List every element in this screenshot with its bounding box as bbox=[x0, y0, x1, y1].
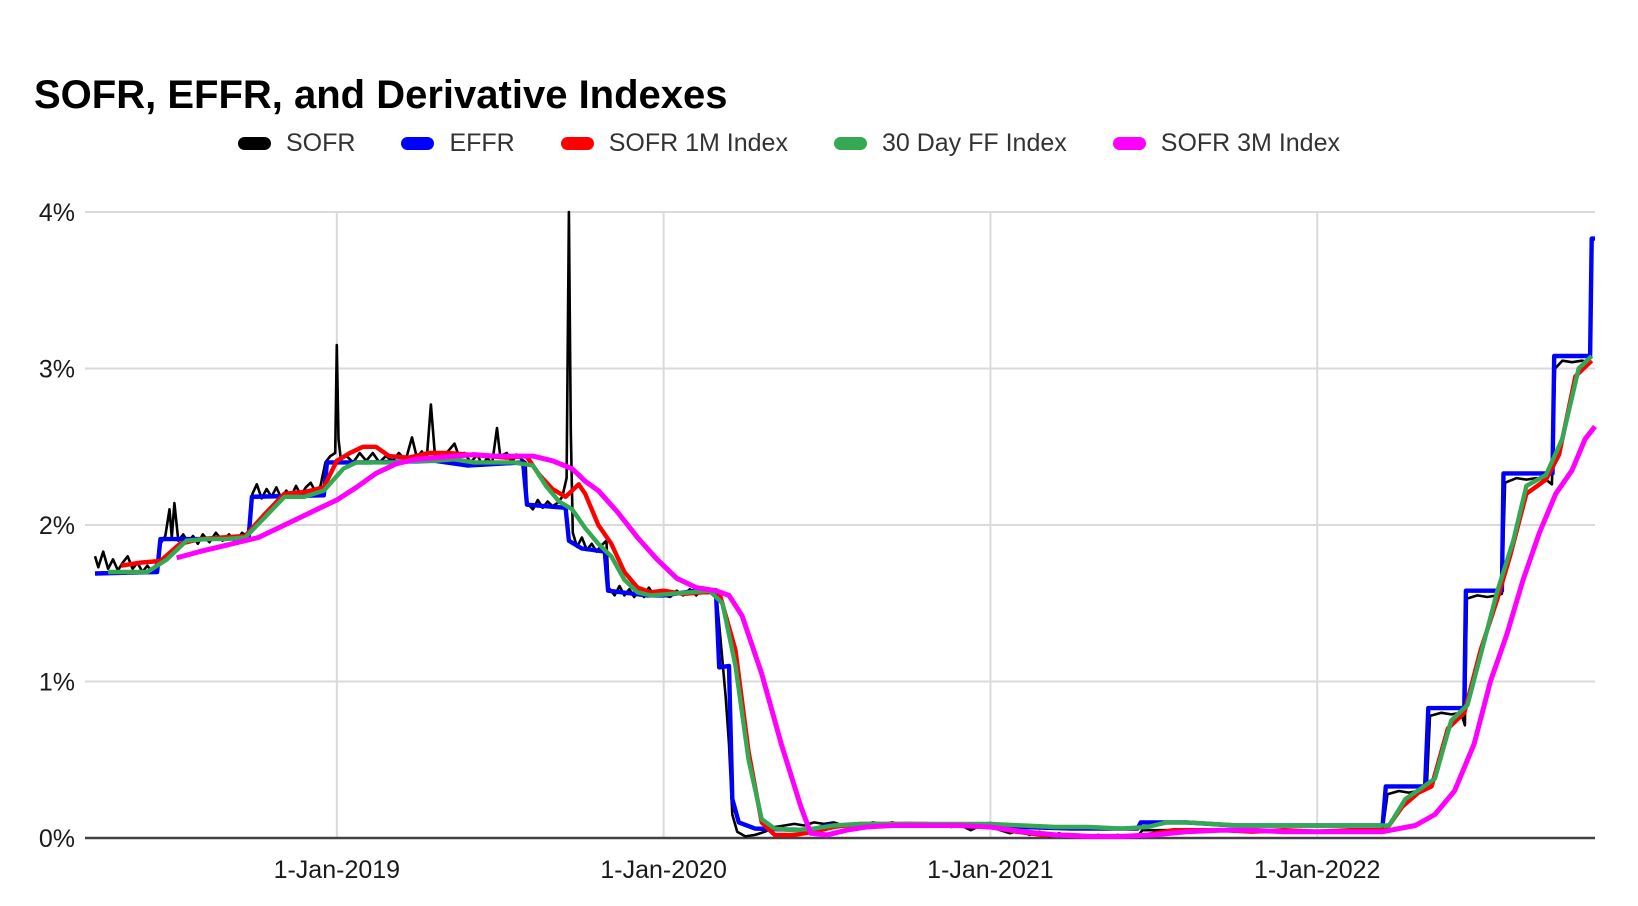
y-axis-tick-label: 0% bbox=[39, 825, 75, 853]
sofr-3m-swatch-icon bbox=[1112, 137, 1146, 150]
legend-label: SOFR 1M Index bbox=[608, 129, 788, 157]
chart-title: SOFR, EFFR, and Derivative Indexes bbox=[34, 72, 728, 117]
effr-swatch-icon bbox=[401, 137, 435, 150]
series-line-effr bbox=[94, 236, 1595, 833]
x-axis-tick-label: 1-Jan-2022 bbox=[1254, 856, 1380, 884]
series-line-30-day-ff-index bbox=[108, 354, 1594, 833]
y-axis-tick-label: 1% bbox=[39, 669, 75, 697]
series-line-sofr-3m-index bbox=[176, 424, 1597, 839]
legend-label: SOFR 3M Index bbox=[1160, 129, 1340, 157]
series-line-sofr-1m-index bbox=[120, 359, 1594, 839]
sofr-1m-swatch-icon bbox=[560, 137, 594, 150]
legend-item-sofr-1m-index[interactable]: SOFR 1M Index bbox=[560, 129, 788, 158]
legend-label: SOFR bbox=[285, 129, 356, 157]
legend-label: EFFR bbox=[449, 129, 515, 157]
x-axis-tick-label: 1-Jan-2020 bbox=[600, 856, 726, 884]
y-axis-tick-label: 3% bbox=[39, 356, 75, 384]
legend-item-30-day-ff-index[interactable]: 30 Day FF Index bbox=[833, 129, 1067, 158]
30-day-ff-swatch-icon bbox=[833, 137, 867, 150]
sofr-swatch-icon bbox=[237, 137, 271, 150]
legend-item-sofr[interactable]: SOFR bbox=[237, 129, 356, 158]
legend-item-sofr-3m-index[interactable]: SOFR 3M Index bbox=[1112, 129, 1340, 158]
y-axis-tick-label: 4% bbox=[39, 199, 75, 227]
x-axis-tick-label: 1-Jan-2021 bbox=[927, 856, 1053, 884]
x-axis-tick-label: 1-Jan-2019 bbox=[274, 856, 400, 884]
legend-label: 30 Day FF Index bbox=[881, 129, 1067, 157]
y-axis-tick-label: 2% bbox=[39, 512, 75, 540]
chart-legend: SOFR EFFR SOFR 1M Index 30 Day FF Index … bbox=[0, 129, 1578, 158]
legend-item-effr[interactable]: EFFR bbox=[401, 129, 515, 158]
